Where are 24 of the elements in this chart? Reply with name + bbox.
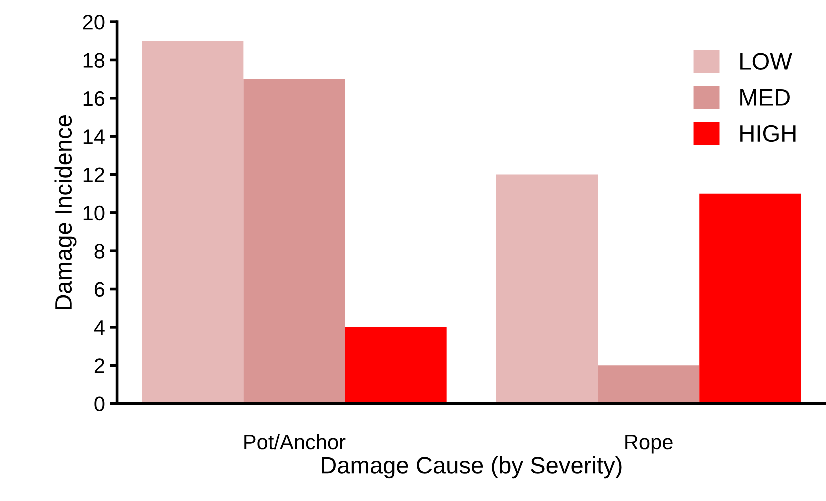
x-tick-label: Rope <box>626 435 673 454</box>
legend-label: HIGH <box>740 125 796 142</box>
bar <box>598 366 700 404</box>
y-tick-label: 8 <box>94 244 105 259</box>
x-axis-title: Damage Cause (by Severity) <box>322 456 622 479</box>
y-tick-label: 10 <box>84 206 105 221</box>
y-axis-title: Damage Incidence <box>54 116 77 310</box>
legend-label: LOW <box>740 53 792 70</box>
bar <box>700 194 802 404</box>
y-tick-label: 4 <box>94 320 105 335</box>
bar <box>142 41 244 404</box>
legend-label: MED <box>740 90 790 106</box>
y-tick-label: 20 <box>83 15 105 30</box>
y-tick-label: 16 <box>84 91 105 106</box>
y-tick-label: 0 <box>94 396 105 412</box>
bar <box>496 174 598 404</box>
y-tick-label: 2 <box>94 358 104 374</box>
bar <box>345 327 447 404</box>
bar <box>244 79 346 404</box>
y-tick-label: 18 <box>84 53 105 68</box>
y-tick-label: 14 <box>84 130 105 144</box>
x-tick-label: Pot/Anchor <box>244 434 346 450</box>
y-tick-label: 6 <box>94 282 105 298</box>
y-tick-label: 12 <box>84 168 104 182</box>
